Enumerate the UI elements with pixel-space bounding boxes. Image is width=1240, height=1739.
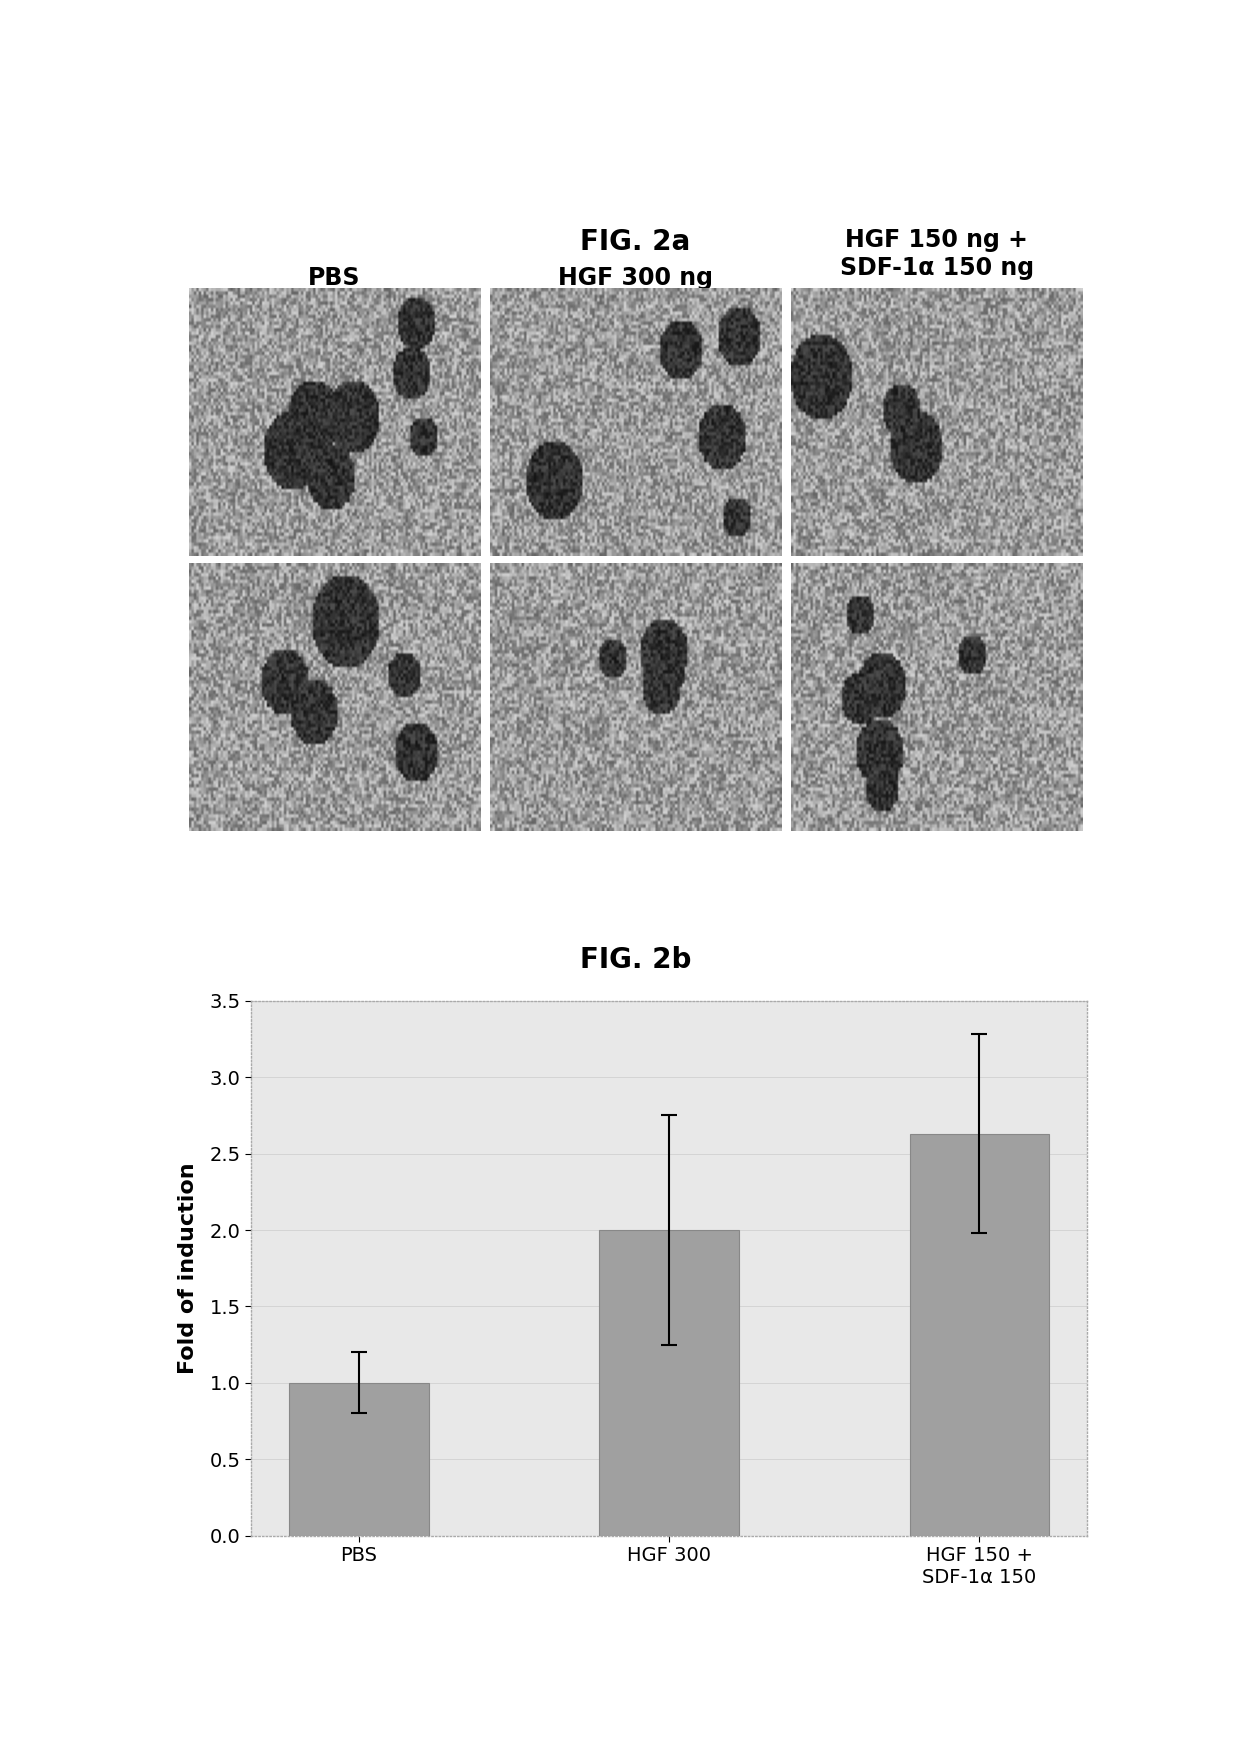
Text: HGF 150 ng +
SDF-1α 150 ng: HGF 150 ng + SDF-1α 150 ng [839, 228, 1034, 280]
Text: PBS: PBS [308, 266, 361, 290]
Text: FIG. 2b: FIG. 2b [580, 946, 691, 974]
Text: HGF 300 ng: HGF 300 ng [558, 266, 713, 290]
Text: FIG. 2a: FIG. 2a [580, 228, 691, 256]
